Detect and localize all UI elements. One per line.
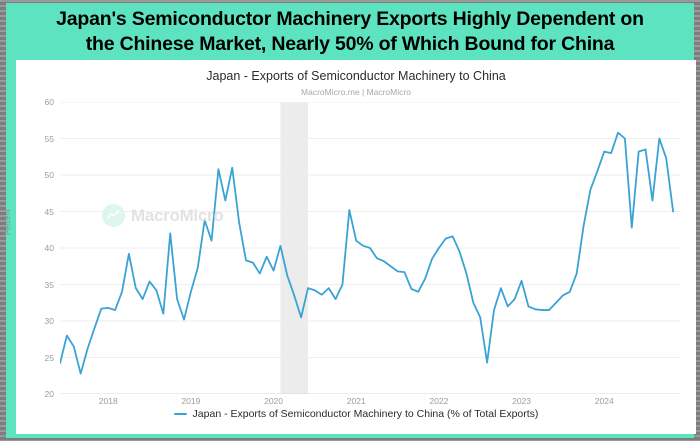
chart-card: Japan - Exports of Semiconductor Machine… bbox=[3, 60, 696, 434]
y-axis-tick-label: 40 bbox=[44, 243, 54, 253]
y-axis-tick-label: 45 bbox=[44, 206, 54, 217]
y-axis-tick-label: 35 bbox=[44, 279, 54, 290]
legend-swatch bbox=[173, 412, 187, 416]
y-axis-title: Percent bbox=[3, 209, 12, 235]
y-axis-tick-label: 55 bbox=[44, 133, 54, 144]
x-axis-tick-label: 2024 bbox=[594, 396, 614, 406]
headline-line-1: Japan's Semiconductor Machinery Exports … bbox=[56, 7, 644, 30]
y-axis-tick-label: 50 bbox=[44, 170, 54, 180]
x-axis-tick-label: 2023 bbox=[512, 396, 532, 406]
headline-banner: Japan's Semiconductor Machinery Exports … bbox=[6, 3, 694, 60]
y-axis-tick-labels: 20 25 30 35 40 45 50 55 60 bbox=[22, 97, 54, 399]
x-axis-tick-label: 2020 bbox=[264, 396, 284, 406]
chart-frame: Japan's Semiconductor Machinery Exports … bbox=[3, 3, 696, 438]
plot-area bbox=[60, 102, 680, 394]
y-axis-tick-label: 30 bbox=[44, 316, 54, 326]
x-axis-tick-label: 2022 bbox=[429, 396, 449, 406]
y-axis-tick-label: 20 bbox=[44, 389, 54, 399]
x-axis-tick-label: 2018 bbox=[98, 396, 118, 406]
y-axis-tick-label: 25 bbox=[44, 352, 54, 363]
headline-line-2: the Chinese Market, Nearly 50% of Which … bbox=[85, 32, 615, 55]
x-axis-tick-label: 2019 bbox=[181, 396, 201, 406]
series-svg bbox=[60, 102, 680, 394]
chart-title: Japan - Exports of Semiconductor Machine… bbox=[206, 69, 506, 83]
chart-subtitle: MacroMicro.me | MacroMicro bbox=[301, 87, 411, 97]
x-axis-tick-labels: 2018 2019 2020 2021 2022 2023 2024 bbox=[60, 396, 680, 410]
legend: Japan - Exports of Semiconductor Machine… bbox=[16, 408, 696, 420]
legend-label: Japan - Exports of Semiconductor Machine… bbox=[192, 408, 539, 420]
data-series-line bbox=[60, 131, 675, 375]
y-axis-tick-label: 60 bbox=[44, 97, 54, 107]
x-axis-tick-label: 2021 bbox=[346, 396, 366, 406]
